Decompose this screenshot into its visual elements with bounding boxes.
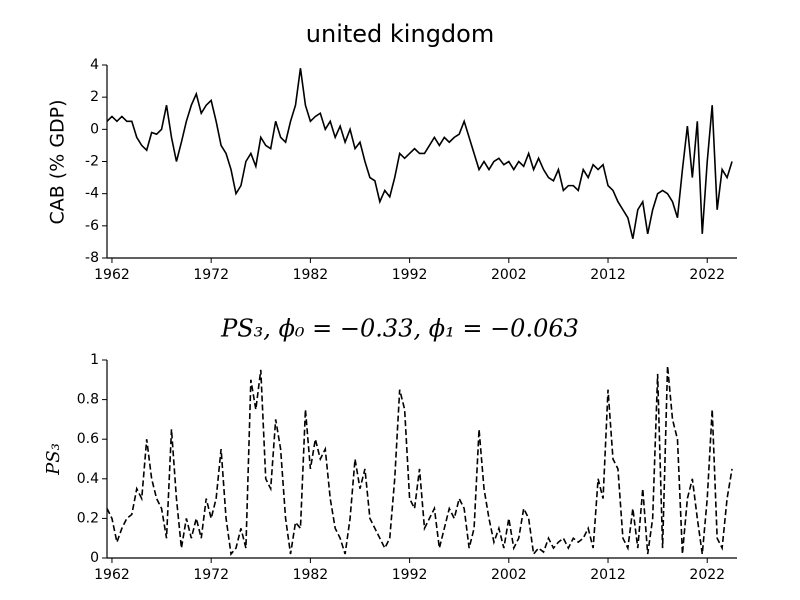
y-tick-label: 0.8	[77, 392, 99, 408]
x-tick-label: 2002	[491, 267, 527, 283]
x-tick-label: 2022	[689, 567, 725, 583]
x-tick-label: 1992	[392, 267, 428, 283]
chart-title: PS₃, ϕ₀ = −0.33, ϕ₁ = −0.063	[220, 315, 579, 343]
x-tick-label: 2022	[689, 267, 725, 283]
y-tick-label: 2	[90, 89, 99, 105]
y-tick-label: 0	[90, 550, 99, 566]
x-tick-label: 1982	[293, 567, 329, 583]
x-tick-label: 1962	[94, 567, 130, 583]
y-axis-label: PS₃	[43, 443, 64, 476]
y-tick-label: 0.4	[77, 471, 99, 487]
y-tick-label: -2	[85, 154, 99, 170]
x-tick-label: 1982	[293, 267, 329, 283]
y-tick-label: 0	[90, 121, 99, 137]
x-tick-label: 1992	[392, 567, 428, 583]
x-tick-label: 1972	[193, 267, 229, 283]
x-tick-label: 2012	[590, 567, 626, 583]
y-tick-label: -4	[85, 186, 99, 202]
y-tick-label: 1	[90, 352, 99, 368]
data-line	[106, 68, 733, 239]
y-tick-label: -6	[85, 218, 99, 234]
y-tick-label: 4	[90, 57, 99, 73]
y-tick-label: -8	[85, 250, 99, 266]
x-tick-label: 1972	[193, 567, 229, 583]
y-tick-label: 0.6	[77, 431, 99, 447]
x-tick-label: 1962	[94, 267, 130, 283]
x-tick-label: 2002	[491, 567, 527, 583]
chart-title: united kingdom	[306, 20, 494, 48]
data-line	[106, 365, 733, 556]
x-tick-label: 2012	[590, 267, 626, 283]
y-tick-label: 0.2	[77, 510, 99, 526]
y-axis-label: CAB (% GDP)	[47, 99, 69, 224]
